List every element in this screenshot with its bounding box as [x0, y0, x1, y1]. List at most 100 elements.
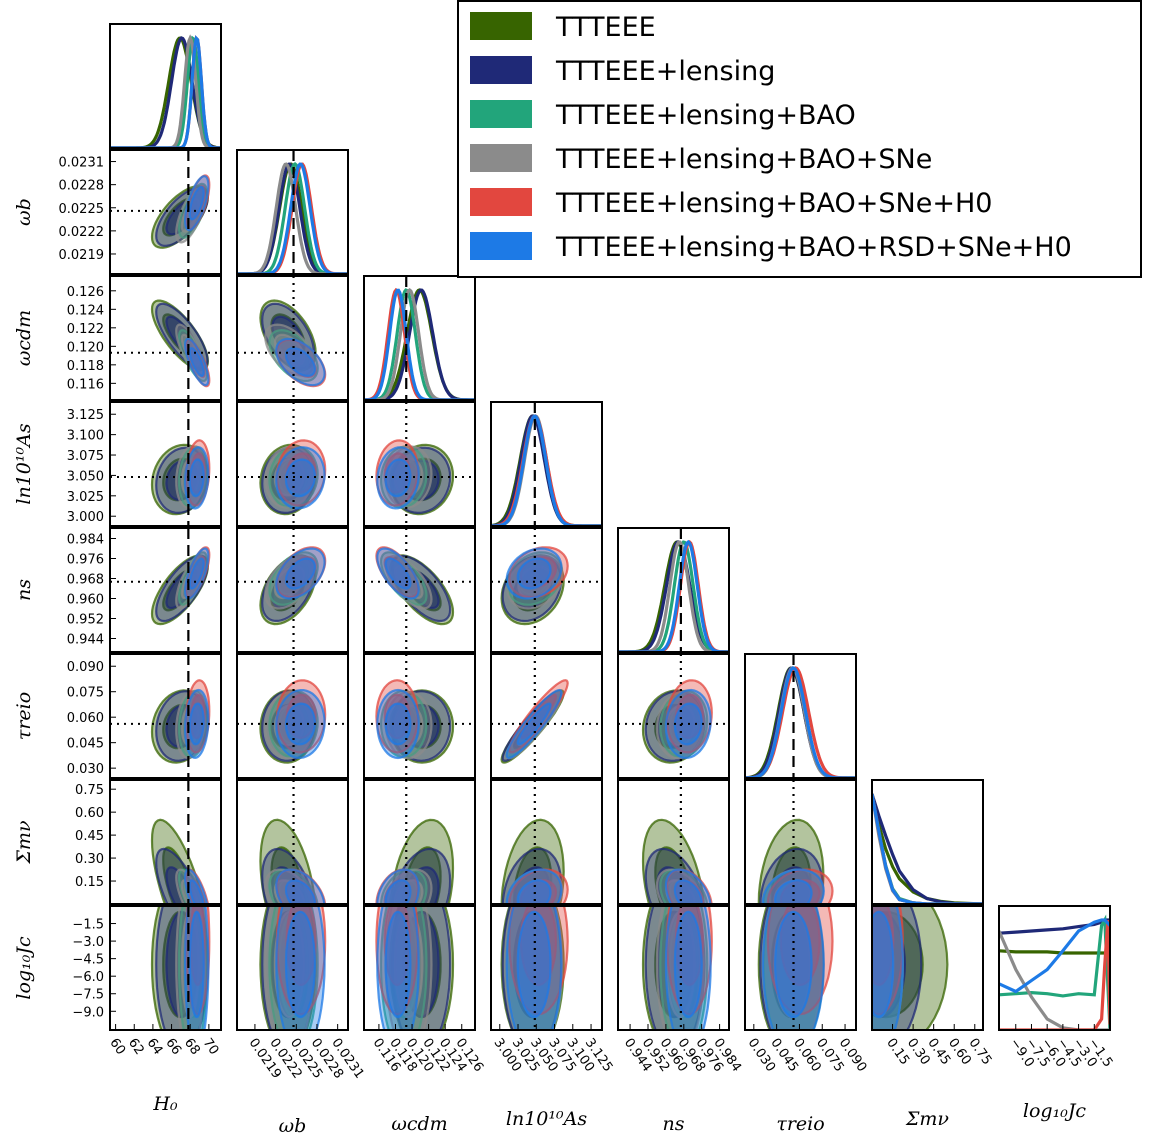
panel-frame: [363, 905, 476, 1031]
marginal-ln10_10_As: [491, 402, 602, 526]
y-tick-label: 0.968: [67, 573, 104, 588]
panel-frame: [871, 905, 984, 1031]
y-tick-label: 3.125: [67, 408, 104, 423]
y-tick-label: 3.000: [67, 510, 104, 525]
y-tick-label: 0.122: [67, 322, 104, 337]
marginal-curve-2: [364, 288, 475, 400]
panel-n_s-vs-sum_mnu: [641, 780, 713, 904]
x-axis-label: ln10¹⁰As: [506, 1108, 587, 1130]
legend-label: TTTEEE+lensing+BAO: [555, 100, 856, 131]
y-tick-label: 3.100: [67, 429, 104, 444]
x-tick-label: 60: [106, 1036, 128, 1058]
y-tick-label: 0.0219: [59, 248, 105, 263]
marginal-curve-5: [999, 918, 1110, 994]
y-tick-label: 0.976: [67, 553, 104, 568]
marginal-curve-3: [999, 930, 1110, 1030]
y-tick-label: 0.030: [67, 762, 104, 777]
panel-tau_reio-vs-log10_Jc: [757, 906, 834, 1030]
y-tick-label: 0.090: [67, 660, 104, 675]
y-tick-label: 0.124: [67, 303, 104, 318]
panel-frame: [744, 653, 857, 779]
panel-H0-vs-omega_cdm: [110, 276, 221, 400]
marginal-curve-5: [872, 793, 983, 904]
panel-omega_b-vs-ln10_10_As: [237, 402, 348, 526]
y-tick-label: 0.116: [67, 377, 104, 392]
y-tick-label: 0.60: [75, 806, 104, 821]
marginal-tau_reio: [745, 654, 856, 778]
y-axis-label: ns: [13, 579, 35, 601]
legend-swatch: [470, 100, 532, 128]
marginal-omega_cdm: [364, 276, 475, 400]
marginal-log10_Jc: [999, 914, 1110, 1030]
panel-frame: [744, 779, 857, 905]
contour-68-5: [188, 557, 205, 590]
panel-sum_mnu-vs-log10_Jc: [872, 906, 949, 1030]
panel-frame: [490, 527, 603, 653]
x-axis-label: τreio: [776, 1113, 824, 1135]
panel-frame: [363, 401, 476, 527]
panel-omega_b-vs-omega_cdm: [237, 276, 348, 400]
contour-68-5: [188, 879, 205, 904]
contour-68-5: [188, 185, 205, 221]
y-tick-label: 0.944: [67, 633, 104, 648]
panel-frame: [109, 149, 222, 275]
y-tick-label: −7.5: [72, 988, 104, 1003]
y-axis-label: log₁₀Jc: [13, 936, 35, 1000]
y-axis-label: ωb: [13, 198, 35, 226]
x-tick-label: 62: [125, 1036, 147, 1058]
x-axis-label: H₀: [152, 1093, 178, 1115]
x-tick-label: 68: [181, 1036, 203, 1058]
panel-frame: [363, 527, 476, 653]
panel-H0-vs-tau_reio: [110, 654, 221, 778]
panel-frame: [236, 401, 349, 527]
contour-68-5: [773, 910, 813, 1019]
contour-68-5: [188, 910, 205, 1019]
marginal-curve-3: [110, 34, 221, 148]
panel-omega_cdm-vs-sum_mnu: [375, 780, 455, 904]
contour-68-5: [384, 557, 412, 590]
contour-68-5: [516, 557, 552, 590]
y-axis-label: τreio: [13, 692, 35, 740]
legend: TTTEEE TTTEEE+lensing TTTEEE+lensing+BAO TT…: [457, 0, 1142, 278]
panel-ln10_10_As-vs-tau_reio: [491, 654, 602, 778]
panel-frame: [109, 23, 222, 149]
panel-frame: [744, 905, 857, 1031]
y-tick-label: 0.075: [67, 686, 104, 701]
panel-frame: [236, 779, 349, 905]
contour-68-5: [384, 458, 412, 498]
panel-ln10_10_As-vs-sum_mnu: [500, 780, 569, 904]
marginal-H0: [110, 34, 221, 148]
panel-frame: [998, 905, 1111, 1031]
panel-omega_cdm-vs-tau_reio: [364, 654, 475, 778]
marginal-curve-3: [364, 287, 475, 400]
x-tick-label: 70: [200, 1036, 222, 1058]
panel-omega_cdm-vs-ln10_10_As: [364, 402, 475, 526]
y-tick-label: 3.050: [67, 469, 104, 484]
panel-frame: [617, 653, 730, 779]
marginal-curve-5: [364, 288, 475, 400]
y-tick-label: 0.952: [67, 613, 104, 628]
panel-frame: [236, 275, 349, 401]
panel-H0-vs-omega_b: [110, 150, 221, 274]
panel-n_s-vs-log10_Jc: [641, 906, 713, 1030]
x-tick-label: 66: [162, 1036, 184, 1058]
panel-H0-vs-log10_Jc: [150, 906, 211, 1030]
marginal-curve-5: [110, 35, 221, 148]
y-tick-label: 0.0228: [59, 179, 105, 194]
marginal-curve-4: [999, 919, 1110, 1030]
marginal-curve-5: [618, 539, 729, 652]
y-axis-label: ωcdm: [13, 310, 35, 366]
panel-frame: [109, 653, 222, 779]
y-tick-label: −6.0: [72, 970, 104, 985]
y-tick-label: 0.045: [67, 737, 104, 752]
y-tick-label: 0.15: [75, 875, 104, 890]
x-axis-label: ωcdm: [391, 1113, 447, 1135]
marginal-sum_mnu: [872, 793, 983, 904]
legend-label: TTTEEE+lensing+BAO+RSD+SNe+H0: [555, 232, 1072, 263]
panel-omega_cdm-vs-n_s: [364, 528, 475, 652]
x-axis-label: Σmν: [905, 1108, 949, 1130]
x-axis-label: log₁₀Jc: [1023, 1100, 1087, 1122]
legend-label: TTTEEE+lensing+BAO+SNe+H0: [555, 188, 992, 219]
y-axis-label: ln10¹⁰As: [13, 423, 35, 504]
x-axis-label: ns: [663, 1113, 685, 1135]
